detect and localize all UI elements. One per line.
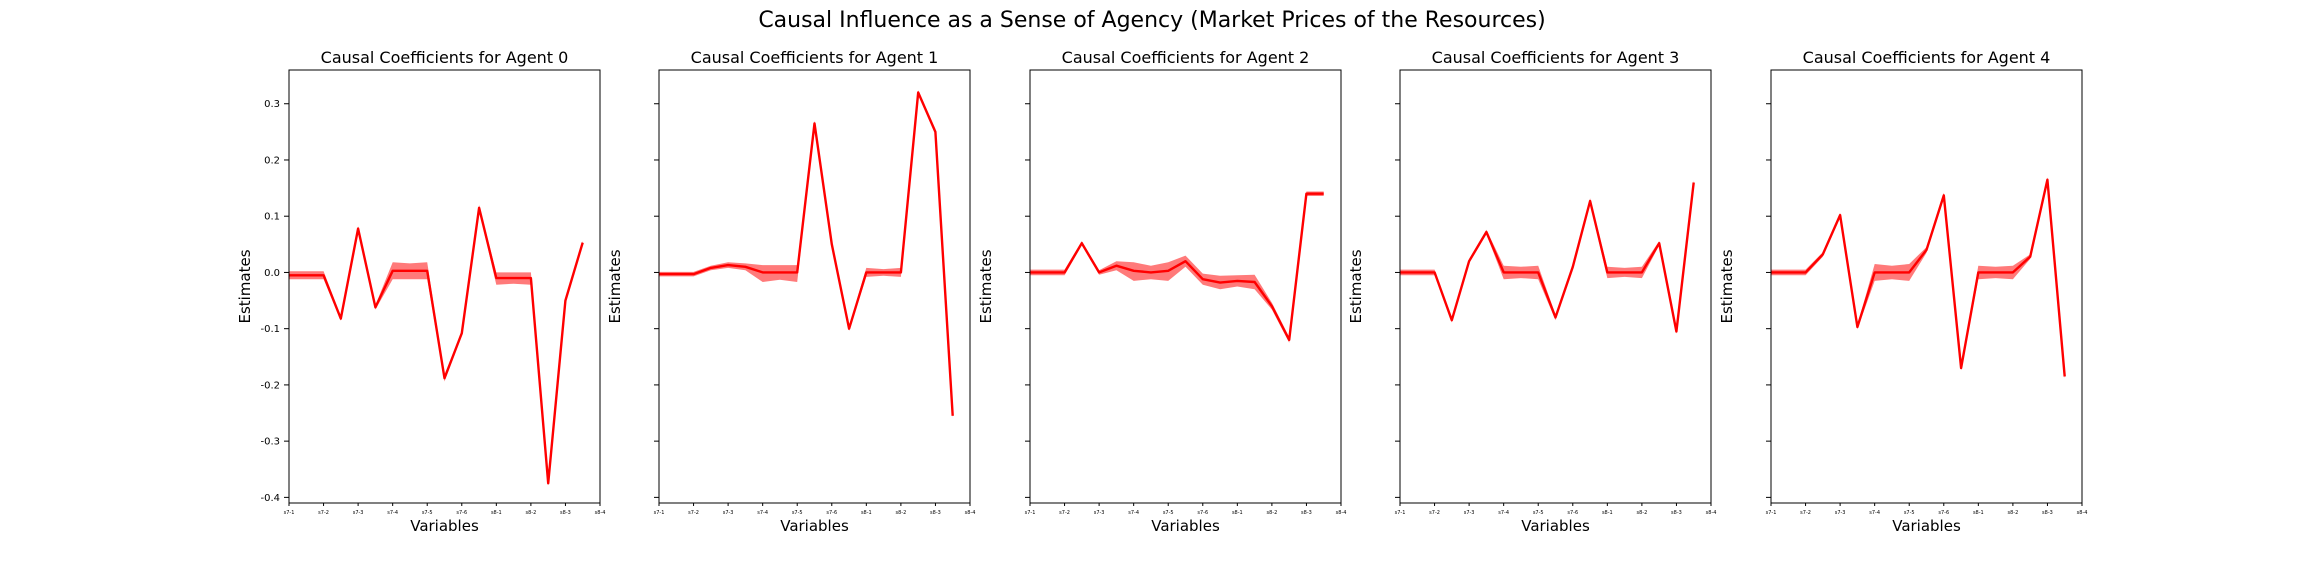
subplot-agent-4: s7-1 s7-2 s7-3 s7-4 s7-5 s7-6 s8-1 s8-2 s8-3 s8-4…	[1718, 48, 2087, 535]
x-tick-label: s7-5	[1533, 510, 1544, 516]
x-axis-label: Variables	[1521, 517, 1590, 535]
x-axis-label: Variables	[1892, 517, 1961, 535]
x-tick-label: s7-5	[792, 510, 803, 516]
subplot-agent-2: s7-1 s7-2 s7-3 s7-4 s7-5 s7-6 s8-1 s8-2 s8-3 s8-4…	[977, 48, 1346, 535]
y-axis-label: Estimates	[606, 249, 624, 323]
x-tick-label: s8-2	[2007, 510, 2018, 516]
subplot-title: Causal Coefficients for Agent 0	[321, 48, 569, 67]
subplot-title: Causal Coefficients for Agent 1	[691, 48, 939, 67]
axes-frame	[1399, 69, 1712, 504]
subplot-title: Causal Coefficients for Agent 3	[1432, 48, 1680, 67]
x-tick-label: s7-1	[1025, 510, 1036, 516]
x-tick-label: s7-6	[456, 510, 467, 516]
x-tick-label: s7-5	[422, 510, 433, 516]
x-tick-label: s8-2	[525, 510, 536, 516]
x-axis-label: Variables	[780, 517, 849, 535]
x-tick-label: s8-2	[1266, 510, 1277, 516]
series-line	[289, 206, 584, 485]
x-tick-label: s8-3	[930, 510, 941, 516]
x-tick-label: s8-3	[2042, 510, 2053, 516]
series-line	[1030, 192, 1324, 342]
x-tick-label: s7-2	[1429, 510, 1440, 516]
subplot-title: Causal Coefficients for Agent 4	[1803, 48, 2051, 67]
x-tick-label: s7-6	[1197, 510, 1208, 516]
x-tick-label: s8-3	[1301, 510, 1312, 516]
x-tick-label: s7-2	[1059, 510, 1070, 516]
x-tick-label: s7-1	[1766, 510, 1777, 516]
x-tick-label: s7-6	[1938, 510, 1949, 516]
x-tick-label: s7-3	[1835, 510, 1846, 516]
series-line	[1400, 182, 1695, 333]
figure-suptitle: Causal Influence as a Sense of Agency (M…	[758, 8, 1546, 33]
x-tick-label: s8-2	[895, 510, 906, 516]
x-tick-label: s7-3	[1094, 510, 1105, 516]
x-tick-label: s8-4	[1706, 510, 1717, 516]
y-tick-label: -0.2	[260, 380, 280, 391]
x-tick-label: s8-1	[1602, 510, 1613, 516]
subplot-agent-0: -0.4 -0.3 -0.2 -0.1 0.0 0.1 0.2 0.3 s7-1 s7-2 s7-3…	[236, 48, 605, 535]
x-tick-label: s8-1	[1232, 510, 1243, 516]
x-tick-label: s8-1	[491, 510, 502, 516]
series-line	[1771, 178, 2066, 377]
x-tick-label: s7-4	[1498, 510, 1509, 516]
axes-frame	[1770, 69, 2083, 504]
axes-frame	[658, 69, 971, 504]
x-tick-label: s7-3	[1464, 510, 1475, 516]
subplot-agent-3: s7-1 s7-2 s7-3 s7-4 s7-5 s7-6 s8-1 s8-2 s8-3 s8-4…	[1347, 48, 1716, 535]
x-tick-label: s8-4	[965, 510, 976, 516]
subplot-agent-1: s7-1 s7-2 s7-3 s7-4 s7-5 s7-6 s8-1 s8-2 s8-3 s8-4…	[606, 48, 975, 535]
subplot-title: Causal Coefficients for Agent 2	[1062, 48, 1310, 67]
x-tick-label: s7-5	[1904, 510, 1915, 516]
y-axis-label: Estimates	[1718, 249, 1736, 323]
confidence-band	[1400, 180, 1694, 334]
y-axis-label: Estimates	[1347, 249, 1365, 323]
x-tick-label: s7-6	[1567, 510, 1578, 516]
x-tick-label: s8-4	[2077, 510, 2088, 516]
x-tick-label: s7-6	[826, 510, 837, 516]
series-line	[659, 91, 954, 416]
x-tick-label: s7-2	[318, 510, 329, 516]
y-axis-label: Estimates	[977, 249, 995, 323]
x-tick-label: s8-4	[1336, 510, 1347, 516]
y-tick-label: -0.1	[260, 324, 280, 335]
x-tick-label: s8-4	[595, 510, 606, 516]
y-tick-label: -0.4	[260, 493, 280, 504]
x-tick-label: s8-3	[1671, 510, 1682, 516]
x-tick-label: s7-2	[1800, 510, 1811, 516]
x-axis-label: Variables	[410, 517, 479, 535]
y-tick-label: 0.3	[264, 99, 280, 110]
x-tick-label: s7-1	[284, 510, 295, 516]
x-tick-label: s7-3	[353, 510, 364, 516]
confidence-band	[289, 205, 583, 485]
x-tick-label: s8-1	[1973, 510, 1984, 516]
x-tick-label: s7-3	[723, 510, 734, 516]
x-tick-label: s8-3	[560, 510, 571, 516]
y-tick-label: 0.0	[264, 268, 280, 279]
x-axis-label: Variables	[1151, 517, 1220, 535]
x-tick-label: s7-4	[1869, 510, 1880, 516]
x-tick-label: s7-4	[387, 510, 398, 516]
x-tick-label: s7-1	[654, 510, 665, 516]
axes-frame	[288, 69, 601, 504]
x-tick-label: s7-4	[757, 510, 768, 516]
x-tick-label: s7-1	[1395, 510, 1406, 516]
x-tick-label: s7-5	[1163, 510, 1174, 516]
y-tick-label: -0.3	[260, 437, 280, 448]
confidence-band	[659, 90, 953, 419]
y-tick-label: 0.2	[264, 155, 280, 166]
y-axis-label: Estimates	[236, 249, 254, 323]
x-tick-label: s8-1	[861, 510, 872, 516]
axes-frame	[1029, 69, 1342, 504]
x-tick-label: s7-2	[688, 510, 699, 516]
x-tick-label: s7-4	[1128, 510, 1139, 516]
confidence-band	[1771, 177, 2065, 379]
y-tick-label: 0.1	[264, 212, 280, 223]
x-tick-label: s8-2	[1636, 510, 1647, 516]
